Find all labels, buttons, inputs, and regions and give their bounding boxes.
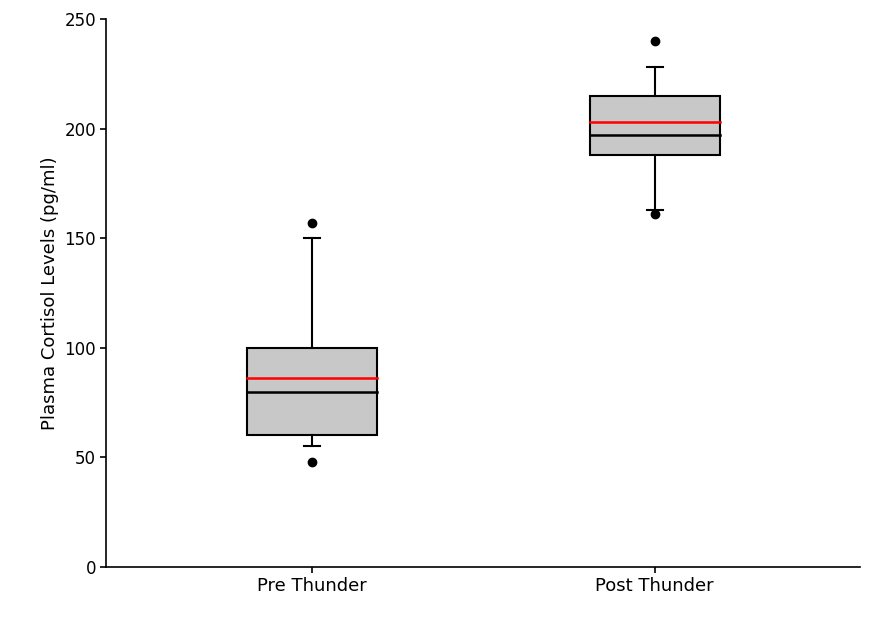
Bar: [589, 96, 719, 155]
Bar: [246, 348, 377, 435]
Y-axis label: Plasma Cortisol Levels (pg/ml): Plasma Cortisol Levels (pg/ml): [41, 156, 58, 430]
